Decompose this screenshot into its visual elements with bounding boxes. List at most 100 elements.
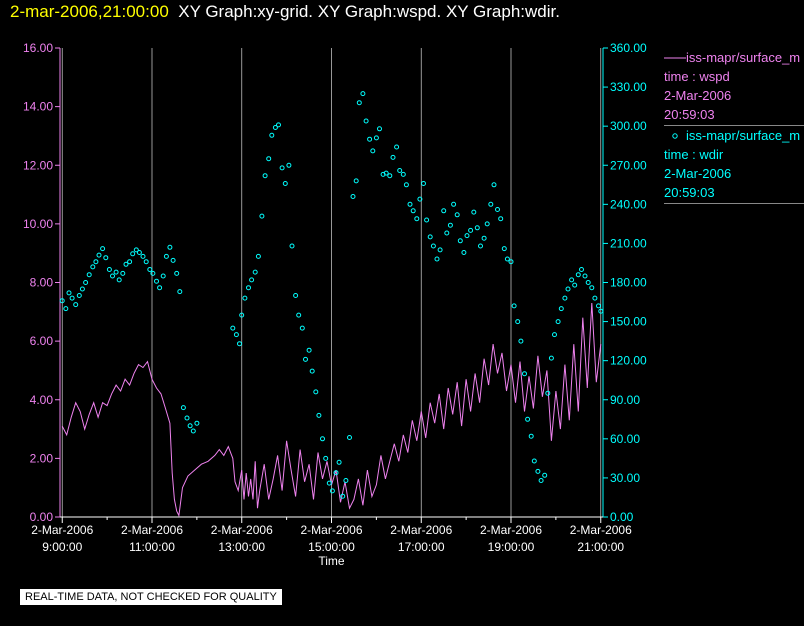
wdir-point: [461, 250, 467, 255]
wdir-point: [100, 246, 106, 252]
x-axis-label: Time: [318, 554, 345, 568]
timestamp: 2-mar-2006,21:00:00: [10, 2, 169, 21]
wdir-point: [451, 201, 457, 207]
wdir-point: [106, 267, 112, 272]
wdir-point: [598, 308, 604, 314]
wdir-point: [282, 181, 288, 186]
wdir-point: [83, 280, 89, 285]
wdir-point: [373, 135, 379, 141]
wdir-point: [474, 225, 480, 231]
wdir-point: [230, 325, 236, 331]
wdir-point: [303, 356, 308, 362]
wdir-point: [572, 282, 578, 288]
wdir-point: [437, 247, 443, 253]
left-tick-label: 2.00: [30, 451, 54, 465]
wdir-point: [180, 405, 186, 411]
wdir-point: [262, 173, 268, 179]
right-tick-label: 360.00: [610, 41, 647, 55]
legend-wdir-field: time : wdir: [664, 147, 724, 162]
right-tick-label: 330.00: [610, 80, 647, 94]
x-tick-label-time: 15:00:00: [308, 540, 355, 554]
wdir-point: [552, 332, 557, 338]
wdir-point: [569, 277, 575, 283]
wdir-point: [545, 390, 551, 396]
wdir-point: [66, 290, 72, 296]
wdir-point: [289, 243, 295, 249]
x-tick-label-time: 19:00:00: [488, 540, 535, 554]
wdir-point: [447, 222, 453, 228]
wdir-point: [484, 221, 490, 227]
wdir-point: [86, 272, 92, 278]
x-tick-label-date: 2-Mar-2006: [570, 523, 632, 537]
wdir-point: [150, 270, 156, 276]
wdir-point: [515, 319, 521, 325]
wdir-point: [501, 246, 507, 252]
legend-wspd-time: 20:59:03: [664, 107, 715, 122]
right-tick-label: 210.00: [610, 236, 647, 250]
wdir-point: [76, 293, 82, 298]
wdir-point: [562, 295, 568, 301]
wdir-point: [276, 122, 281, 128]
wdir-point: [538, 478, 544, 483]
wdir-point: [370, 148, 376, 154]
wdir-point: [309, 368, 315, 374]
wdir-point: [116, 277, 122, 283]
legend: iss-mapr/surface_m time : wspd 2-Mar-200…: [664, 48, 804, 204]
wdir-point: [130, 251, 136, 257]
wdir-point: [498, 216, 504, 222]
wdir-point: [160, 273, 166, 279]
x-tick-label-time: 21:00:00: [577, 540, 624, 554]
wdir-point: [387, 173, 393, 179]
wdir-point: [424, 217, 430, 223]
wdir-point: [147, 267, 153, 272]
wdir-point: [427, 234, 433, 240]
left-tick-label: 0.00: [30, 510, 54, 524]
wdir-point: [237, 341, 242, 347]
wdir-point: [120, 270, 126, 276]
legend-wdir: iss-mapr/surface_m time : wdir 2-Mar-200…: [664, 126, 804, 204]
wdir-point: [259, 213, 265, 219]
wdir-point: [136, 250, 142, 255]
wdir-point: [535, 468, 541, 474]
left-tick-label: 4.00: [30, 393, 54, 407]
wdir-point: [279, 165, 285, 171]
wdir-point: [383, 170, 389, 176]
wdir-point: [306, 347, 312, 353]
wdir-point: [360, 91, 366, 97]
wdir-point: [421, 181, 426, 186]
wdir-point: [414, 216, 420, 222]
right-tick-label: 270.00: [610, 158, 647, 172]
wdir-point: [555, 319, 561, 325]
wdir-point: [329, 488, 335, 494]
wdir-point: [79, 286, 85, 292]
legend-wspd-source: iss-mapr/surface_m: [686, 50, 801, 65]
left-tick-label: 12.00: [23, 158, 53, 172]
wdir-point: [184, 415, 190, 421]
legend-wspd-source-row: iss-mapr/surface_m: [664, 48, 804, 67]
wdir-point: [320, 436, 325, 442]
wdir-point: [140, 253, 146, 259]
wdir-point: [531, 458, 537, 464]
wdir-point: [363, 118, 369, 124]
wdir-point: [103, 255, 109, 261]
wdir-point: [468, 227, 474, 233]
wdir-point: [508, 259, 514, 265]
wdir-point: [113, 269, 119, 275]
legend-wspd-field: time : wspd: [664, 69, 730, 84]
wdir-point: [157, 285, 163, 291]
page-header: 2-mar-2006,21:00:00 XY Graph:xy-grid. XY…: [10, 2, 560, 22]
right-tick-label: 30.00: [610, 471, 640, 485]
left-tick-label: 16.00: [23, 41, 53, 55]
wdir-point: [575, 272, 581, 278]
wdir-point: [96, 252, 102, 258]
wdir-point: [430, 243, 436, 249]
wdir-point: [286, 162, 292, 168]
legend-wspd: iss-mapr/surface_m time : wspd 2-Mar-200…: [664, 48, 804, 126]
wdir-point: [133, 247, 139, 253]
wdir-point: [93, 259, 99, 265]
wdir-point: [504, 256, 510, 262]
wdir-point: [299, 325, 305, 331]
wdir-point: [190, 428, 196, 434]
right-tick-label: 0.00: [610, 510, 634, 524]
